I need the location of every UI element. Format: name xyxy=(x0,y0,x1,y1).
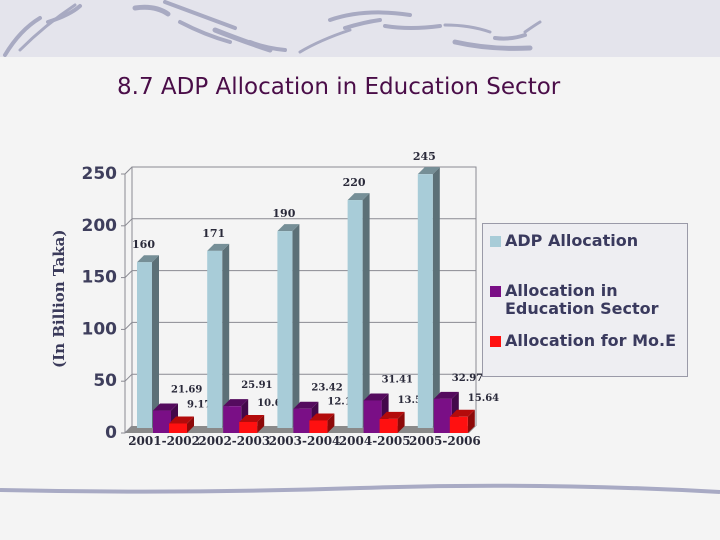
legend-label: Allocation in Education Sector xyxy=(505,281,659,318)
bar-side xyxy=(467,409,475,433)
legend-item-adp-allocation: ADP Allocation xyxy=(490,232,638,250)
bar xyxy=(169,423,187,433)
bar-value-label: 25.91 xyxy=(241,380,272,391)
legend-item-education-sector: Allocation in Education Sector xyxy=(490,282,680,318)
bar-top xyxy=(169,416,194,424)
slide-title: 8.7 ADP Allocation in Education Sector xyxy=(117,74,561,100)
y-tick-label: 150 xyxy=(82,268,118,288)
bar xyxy=(433,398,452,433)
bar-top xyxy=(449,409,475,417)
bar-side xyxy=(187,416,194,433)
y-tick-label: 50 xyxy=(93,371,117,391)
x-tick-label: 2004-2005 xyxy=(339,434,411,448)
bar xyxy=(277,231,293,428)
decorative-header-band xyxy=(0,0,720,57)
chart-legend: ADP Allocation Allocation in Education S… xyxy=(482,223,688,377)
bar xyxy=(153,410,171,433)
bar xyxy=(239,421,258,433)
y-tick-label: 250 xyxy=(82,164,118,184)
bar-side xyxy=(222,243,230,428)
bar-side xyxy=(432,167,440,428)
bar-top xyxy=(379,411,405,419)
y-tick-label: 0 xyxy=(105,423,117,443)
bar-side xyxy=(257,414,265,433)
bar-top xyxy=(239,414,265,422)
bar-top xyxy=(363,393,389,401)
legend-label: ADP Allocation xyxy=(505,231,639,250)
bar-value-label: 245 xyxy=(413,150,436,163)
bar-value-label: 160 xyxy=(132,238,155,251)
bar-top xyxy=(293,401,319,409)
bar xyxy=(293,408,312,433)
bar xyxy=(137,262,152,428)
bar-top xyxy=(417,167,440,175)
bar-top xyxy=(223,399,249,407)
bar-value-label: 171 xyxy=(202,227,225,240)
decorative-footer-rule xyxy=(0,483,720,494)
bar-value-label: 12.11 xyxy=(327,396,358,407)
legend-label: Allocation for Mo.E xyxy=(505,331,677,350)
bar-top xyxy=(137,255,159,263)
bar-top xyxy=(153,403,178,411)
bar-value-label: 23.42 xyxy=(311,383,342,394)
bar-top xyxy=(309,413,335,421)
bar-side xyxy=(362,193,370,428)
x-tick-label: 2003-2004 xyxy=(269,434,341,448)
x-tick-label: 2001-2002 xyxy=(128,434,200,448)
legend-item-moe: Allocation for Mo.E xyxy=(490,332,676,350)
bar xyxy=(347,200,363,428)
x-tick-label: 2005-2006 xyxy=(409,434,481,448)
bar xyxy=(363,400,382,433)
bar-value-label: 13.59 xyxy=(398,395,429,406)
bar-value-label: 10.65 xyxy=(257,398,288,409)
y-tick-label: 100 xyxy=(82,319,118,339)
x-tick-label: 2002-2003 xyxy=(198,434,270,448)
bar-side xyxy=(397,411,405,433)
bar-top xyxy=(277,224,300,232)
bar-side xyxy=(327,413,335,433)
bar xyxy=(309,420,328,433)
bar-top xyxy=(207,243,230,251)
bar-value-label: 31.41 xyxy=(382,374,413,385)
bar xyxy=(417,174,433,428)
bar-value-label: 220 xyxy=(343,176,366,189)
bar xyxy=(449,416,468,433)
bar-value-label: 190 xyxy=(272,207,295,220)
bar-value-label: 15.64 xyxy=(468,393,499,404)
y-tick-label: 200 xyxy=(82,216,118,236)
bar-side xyxy=(292,224,300,428)
legend-swatch-icon xyxy=(490,236,501,247)
bar-value-label: 32.97 xyxy=(452,373,483,384)
bar xyxy=(207,250,223,428)
bar-side xyxy=(152,255,159,428)
bar-top xyxy=(433,391,459,399)
bar-value-label: 9.17 xyxy=(187,399,211,410)
bar-value-label: 21.69 xyxy=(171,385,202,396)
bar xyxy=(223,406,242,433)
legend-swatch-icon xyxy=(490,336,501,347)
brush-stroke-decoration-icon xyxy=(3,0,542,57)
bar-top xyxy=(347,193,370,201)
bar xyxy=(379,418,398,433)
legend-swatch-icon xyxy=(490,286,501,297)
